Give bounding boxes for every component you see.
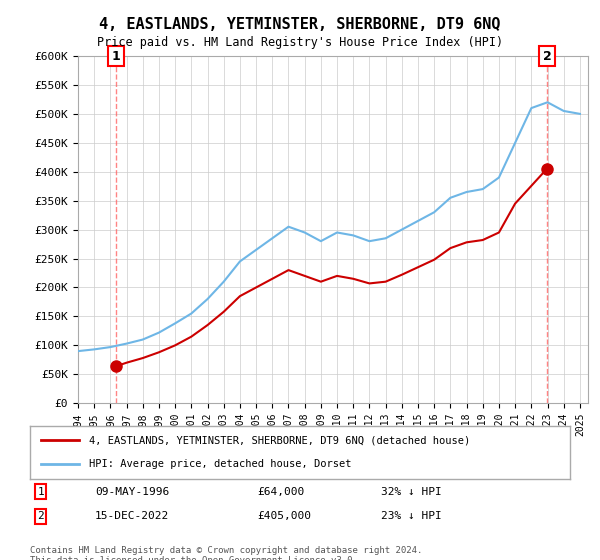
Text: £64,000: £64,000 <box>257 487 304 497</box>
Text: 1: 1 <box>37 487 44 497</box>
Text: 32% ↓ HPI: 32% ↓ HPI <box>381 487 442 497</box>
Text: 1: 1 <box>112 49 121 63</box>
Text: 4, EASTLANDS, YETMINSTER, SHERBORNE, DT9 6NQ: 4, EASTLANDS, YETMINSTER, SHERBORNE, DT9… <box>99 17 501 32</box>
Text: £405,000: £405,000 <box>257 511 311 521</box>
Text: 4, EASTLANDS, YETMINSTER, SHERBORNE, DT9 6NQ (detached house): 4, EASTLANDS, YETMINSTER, SHERBORNE, DT9… <box>89 436 470 446</box>
Text: 15-DEC-2022: 15-DEC-2022 <box>95 511 169 521</box>
Text: 09-MAY-1996: 09-MAY-1996 <box>95 487 169 497</box>
Text: Price paid vs. HM Land Registry's House Price Index (HPI): Price paid vs. HM Land Registry's House … <box>97 36 503 49</box>
Text: 2: 2 <box>542 49 551 63</box>
Text: 23% ↓ HPI: 23% ↓ HPI <box>381 511 442 521</box>
Text: HPI: Average price, detached house, Dorset: HPI: Average price, detached house, Dors… <box>89 459 352 469</box>
Text: 2: 2 <box>37 511 44 521</box>
Text: Contains HM Land Registry data © Crown copyright and database right 2024.
This d: Contains HM Land Registry data © Crown c… <box>30 546 422 560</box>
